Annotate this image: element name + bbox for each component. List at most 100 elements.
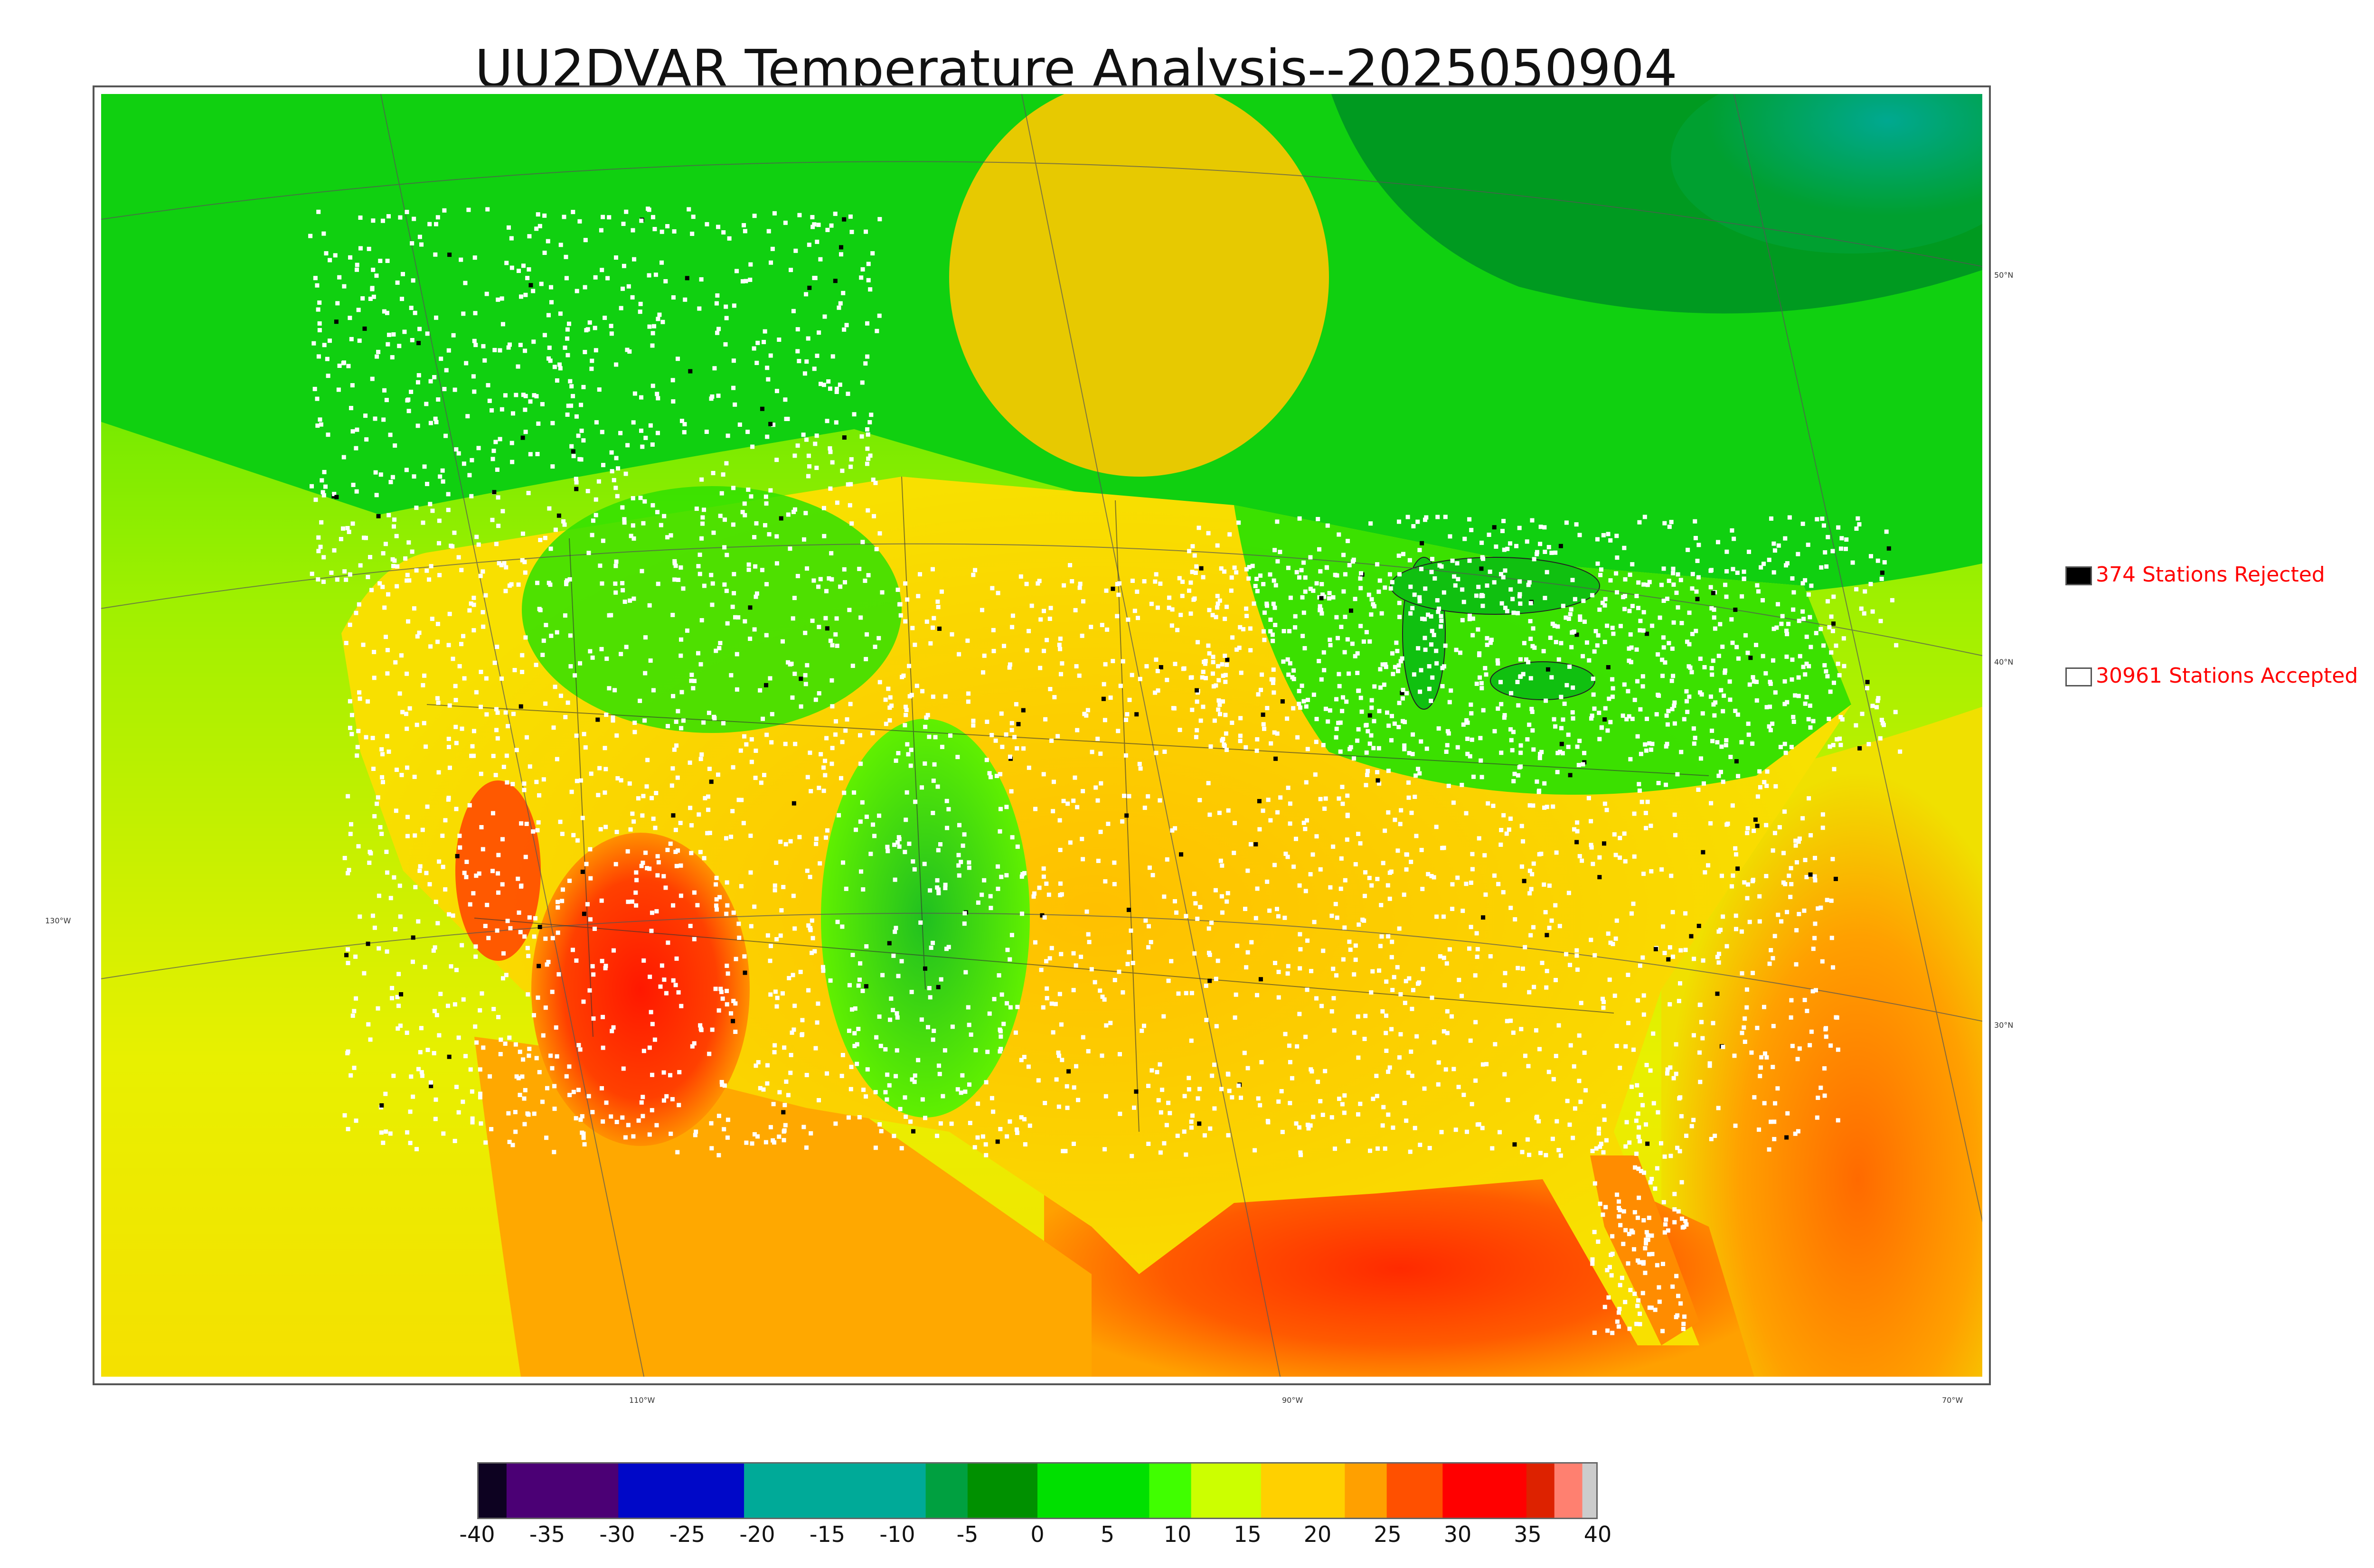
accepted-station-marker — [1575, 744, 1580, 749]
accepted-station-marker — [815, 239, 820, 244]
accepted-station-marker — [410, 241, 415, 246]
accepted-station-marker — [1672, 700, 1677, 705]
accepted-station-marker — [866, 278, 871, 282]
accepted-station-marker — [373, 416, 377, 421]
accepted-station-marker — [1059, 952, 1064, 957]
accepted-station-marker — [1002, 644, 1007, 648]
accepted-station-marker — [1597, 711, 1602, 715]
accepted-station-marker — [645, 866, 650, 871]
accepted-station-marker — [471, 374, 476, 379]
accepted-station-marker — [1273, 961, 1278, 966]
accepted-station-marker — [380, 775, 385, 779]
rejected-station-marker — [764, 683, 769, 687]
accepted-station-marker — [1065, 1106, 1070, 1110]
accepted-station-marker — [1527, 891, 1532, 896]
accepted-station-marker — [1329, 1009, 1334, 1014]
accepted-station-marker — [1019, 1115, 1024, 1120]
accepted-station-marker — [496, 524, 501, 528]
rejected-station-marker — [768, 422, 773, 426]
accepted-station-marker — [1008, 1119, 1012, 1124]
accepted-station-marker — [456, 1035, 461, 1040]
accepted-station-marker — [399, 653, 404, 658]
accepted-station-marker — [1222, 743, 1227, 748]
accepted-station-marker — [462, 676, 467, 681]
accepted-station-marker — [592, 927, 597, 931]
accepted-station-marker — [1178, 728, 1182, 732]
accepted-station-marker — [1389, 714, 1394, 718]
accepted-station-marker — [1719, 873, 1724, 878]
accepted-station-marker — [656, 396, 660, 401]
accepted-station-marker — [378, 259, 383, 263]
accepted-station-marker — [721, 230, 726, 235]
accepted-station-marker — [1549, 918, 1554, 923]
accepted-station-marker — [600, 268, 604, 272]
accepted-station-marker — [1672, 1192, 1677, 1196]
accepted-station-marker — [346, 794, 350, 798]
accepted-station-marker — [1081, 1035, 1085, 1040]
accepted-station-marker — [1256, 1096, 1261, 1101]
accepted-station-marker — [1057, 1053, 1062, 1058]
accepted-station-marker — [792, 671, 797, 676]
accepted-station-marker — [1124, 717, 1129, 722]
accepted-station-marker — [427, 222, 432, 226]
accepted-station-marker — [1804, 634, 1809, 639]
accepted-station-marker — [696, 651, 700, 656]
accepted-station-marker — [1630, 604, 1635, 609]
accepted-station-marker — [959, 860, 963, 864]
accepted-station-marker — [821, 789, 826, 793]
accepted-station-marker — [801, 432, 806, 437]
accepted-station-marker — [522, 560, 527, 564]
accepted-station-marker — [1226, 808, 1231, 813]
accepted-station-marker — [1854, 587, 1859, 592]
accepted-station-marker — [1611, 686, 1615, 691]
accepted-station-marker — [1359, 709, 1364, 714]
accepted-station-marker — [1771, 570, 1776, 575]
accepted-station-marker — [1400, 696, 1405, 701]
accepted-station-marker — [907, 694, 912, 699]
accepted-station-marker — [492, 347, 497, 352]
rejected-station-marker — [671, 813, 676, 818]
accepted-station-marker — [484, 291, 489, 296]
accepted-station-marker — [1356, 1055, 1361, 1060]
accepted-station-marker — [407, 578, 412, 583]
colorbar-segment — [1582, 1464, 1597, 1518]
accepted-station-marker — [362, 535, 367, 540]
accepted-station-marker — [892, 843, 897, 847]
accepted-station-marker — [546, 356, 551, 361]
accepted-station-marker — [1445, 1009, 1450, 1014]
rejected-station-marker — [1400, 691, 1404, 695]
accepted-station-marker — [1116, 729, 1121, 733]
accepted-station-marker — [1215, 543, 1220, 548]
accepted-station-marker — [857, 1115, 862, 1119]
accepted-station-marker — [1375, 1094, 1379, 1099]
accepted-station-marker — [885, 1072, 890, 1077]
accepted-station-marker — [611, 948, 616, 953]
accepted-station-marker — [465, 414, 470, 419]
accepted-station-marker — [1661, 566, 1666, 571]
accepted-station-marker — [414, 568, 419, 573]
accepted-station-marker — [627, 349, 632, 354]
accepted-station-marker — [893, 877, 897, 882]
accepted-station-marker — [1278, 795, 1283, 800]
accepted-station-marker — [1644, 1230, 1649, 1235]
accepted-station-marker — [1689, 1124, 1694, 1128]
accepted-station-marker — [869, 413, 874, 417]
accepted-station-marker — [376, 1006, 380, 1011]
accepted-station-marker — [797, 835, 802, 839]
accepted-station-marker — [366, 575, 370, 580]
accepted-station-marker — [420, 827, 425, 832]
accepted-station-marker — [752, 627, 757, 632]
accepted-station-marker — [1395, 848, 1400, 853]
accepted-station-marker — [1772, 831, 1777, 836]
accepted-station-marker — [1689, 670, 1694, 675]
accepted-station-marker — [1499, 751, 1504, 755]
accepted-station-marker — [1276, 914, 1281, 919]
accepted-station-marker — [1713, 1134, 1717, 1138]
accepted-station-marker — [1274, 907, 1279, 911]
accepted-station-marker — [1276, 1099, 1281, 1104]
accepted-station-marker — [503, 589, 508, 593]
accepted-station-marker — [1215, 605, 1220, 610]
accepted-station-marker — [1195, 699, 1199, 704]
rejected-station-marker — [571, 449, 575, 454]
accepted-station-marker — [541, 638, 546, 643]
